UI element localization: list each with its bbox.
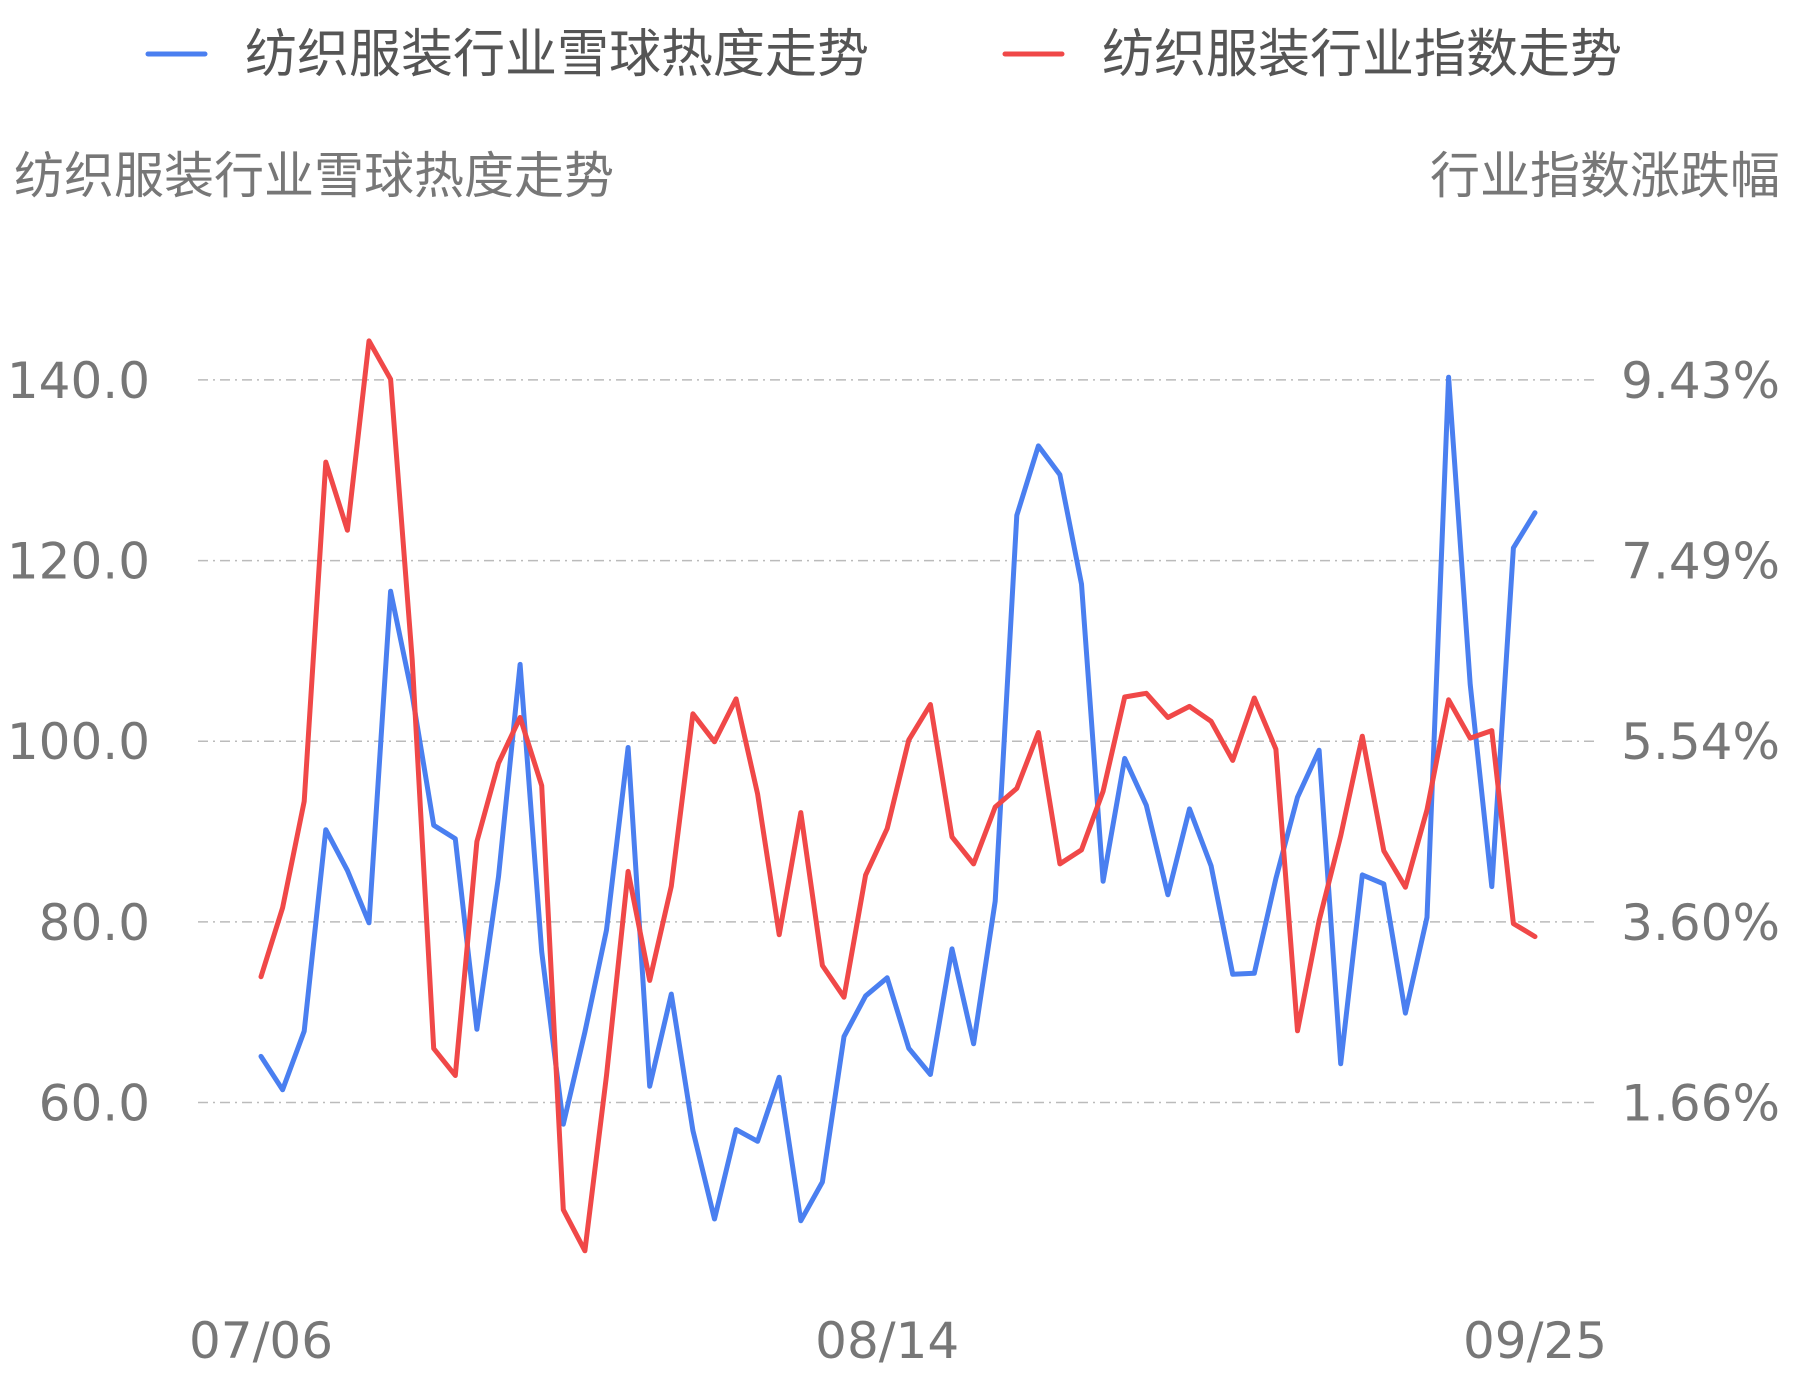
- gridlines: [198, 379, 1595, 1104]
- legend-label-index: 纺织服装行业指数走势: [1102, 25, 1622, 85]
- right-axis-ticks: 1.66% 3.60% 5.54% 7.49% 9.43%: [1621, 352, 1780, 1133]
- legend-label-heat: 纺织服装行业雪球热度走势: [245, 25, 869, 85]
- legend: 纺织服装行业雪球热度走势 纺织服装行业指数走势: [145, 25, 1622, 85]
- x-tick-label: 08/14: [815, 1312, 959, 1370]
- right-axis-title: 行业指数涨跌幅: [1430, 147, 1780, 205]
- left-axis-ticks: 60.0 80.0 100.0 120.0 140.0: [7, 352, 150, 1133]
- x-tick-label: 09/25: [1463, 1312, 1607, 1370]
- right-tick-label: 7.49%: [1621, 533, 1780, 591]
- right-tick-label: 5.54%: [1621, 713, 1780, 771]
- x-axis-ticks: 07/06 08/14 09/25: [189, 1312, 1607, 1370]
- right-tick-label: 3.60%: [1621, 894, 1780, 952]
- left-tick-label: 100.0: [7, 713, 150, 771]
- left-tick-label: 140.0: [7, 352, 150, 410]
- left-tick-label: 80.0: [39, 894, 150, 952]
- right-tick-label: 9.43%: [1621, 352, 1780, 410]
- left-axis-title: 纺织服装行业雪球热度走势: [14, 147, 614, 205]
- series-line-index: [258, 338, 1538, 1254]
- series-lines: [258, 338, 1538, 1254]
- series-line-heat: [258, 374, 1538, 1224]
- x-tick-label: 07/06: [189, 1312, 333, 1370]
- left-tick-label: 60.0: [39, 1074, 150, 1132]
- left-tick-label: 120.0: [7, 533, 150, 591]
- right-tick-label: 1.66%: [1621, 1074, 1780, 1132]
